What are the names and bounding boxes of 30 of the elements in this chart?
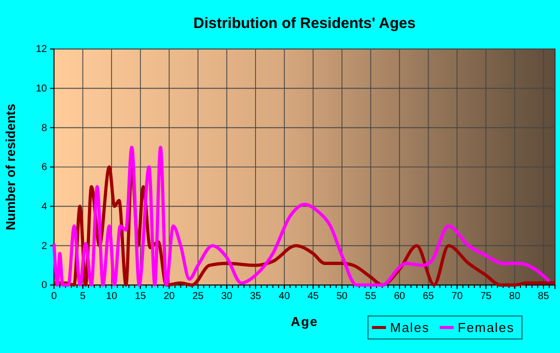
x-tick-label: 5 bbox=[80, 291, 86, 302]
y-axis-title: Number of residents bbox=[3, 104, 18, 230]
legend-label: Males bbox=[390, 320, 430, 335]
y-tick-label: 0 bbox=[41, 280, 48, 292]
y-tick-label: 8 bbox=[41, 122, 48, 134]
x-tick-label: 65 bbox=[422, 291, 434, 302]
x-tick-label: 20 bbox=[164, 291, 176, 302]
x-tick-label: 85 bbox=[538, 291, 550, 302]
x-tick-label: 75 bbox=[480, 291, 492, 302]
y-tick-label: 2 bbox=[41, 240, 48, 252]
x-tick-label: 50 bbox=[336, 291, 348, 302]
x-tick-label: 40 bbox=[278, 291, 290, 302]
x-tick-label: 0 bbox=[51, 291, 58, 302]
y-tick-label: 4 bbox=[41, 202, 48, 213]
x-tick-label: 15 bbox=[134, 291, 146, 302]
x-tick-label: 25 bbox=[192, 291, 204, 302]
x-axis-title: Age bbox=[290, 314, 318, 329]
x-tick-label: 60 bbox=[394, 291, 406, 302]
x-tick-label: 35 bbox=[250, 291, 262, 302]
x-tick-label: 10 bbox=[106, 291, 118, 302]
x-tick-label: 80 bbox=[509, 291, 521, 302]
y-tick-label: 6 bbox=[41, 162, 48, 174]
legend-label: Females bbox=[458, 320, 515, 335]
y-tick-label: 12 bbox=[36, 44, 48, 56]
x-tick-label: 55 bbox=[365, 291, 377, 302]
x-tick-label: 30 bbox=[221, 291, 233, 302]
x-tick-label: 45 bbox=[308, 291, 320, 302]
x-tick-label: 70 bbox=[452, 291, 464, 302]
chart-title: Distribution of Residents' Ages bbox=[193, 15, 416, 32]
y-tick-label: 10 bbox=[36, 84, 48, 95]
